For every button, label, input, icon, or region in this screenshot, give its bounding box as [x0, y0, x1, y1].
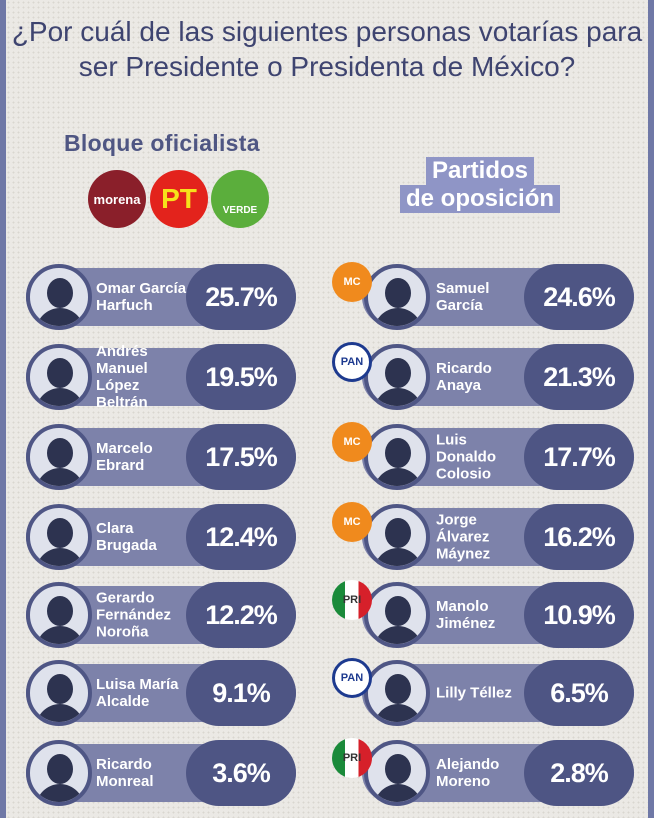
verde-logo-text: VERDE: [222, 205, 258, 216]
candidate-photo: [364, 344, 430, 410]
candidate-percentage: 2.8%: [524, 740, 634, 806]
party-logo-mc: MC: [332, 262, 372, 302]
morena-logo-text: morena: [93, 191, 141, 207]
candidate-row: Gerardo Fernández Noroña 12.2%: [26, 582, 296, 648]
candidate-row: MC Samuel García 24.6%: [332, 262, 634, 330]
party-logo-text: MC: [343, 436, 361, 448]
candidate-percentage: 25.7%: [186, 264, 296, 330]
candidate-photo: [364, 740, 430, 806]
candidate-photo: [26, 504, 92, 570]
party-logo-mc: MC: [332, 502, 372, 542]
candidate-photo: [26, 424, 92, 490]
party-logo-text: PAN: [340, 356, 364, 368]
candidate-photo: [364, 424, 430, 490]
party-logo-text: MC: [343, 516, 361, 528]
candidate-row: Andrés Manuel López Beltrán 19.5%: [26, 343, 296, 411]
candidate-name: Alejando Moreno: [436, 756, 500, 790]
party-logo-text: PAN: [340, 672, 364, 684]
candidate-photo: [364, 582, 430, 648]
candidate-row: PRI Manolo Jiménez 10.9%: [332, 580, 634, 648]
pt-logo-text: PT: [161, 183, 197, 214]
candidate-photo: [364, 264, 430, 330]
party-logo-mc: MC: [332, 422, 372, 462]
candidate-percentage: 3.6%: [186, 740, 296, 806]
candidate-name: Luis Donaldo Colosio: [436, 431, 496, 483]
candidate-row: MC Luis Donaldo Colosio 17.7%: [332, 422, 634, 490]
party-logo-text: PRI: [342, 752, 362, 764]
candidate-row: PRI Alejando Moreno 2.8%: [332, 738, 634, 806]
candidate-name: Lilly Téllez: [436, 684, 512, 702]
candidate-percentage: 17.5%: [186, 424, 296, 490]
candidate-percentage: 10.9%: [524, 582, 634, 648]
candidate-percentage: 19.5%: [186, 344, 296, 410]
party-logo-pan: PAN: [332, 342, 372, 382]
candidate-photo: [26, 264, 92, 330]
candidate-row: Ricardo Monreal 3.6%: [26, 740, 296, 806]
page-title: ¿Por cuál de las siguientes personas vot…: [11, 16, 643, 82]
party-logo-pri: PRI: [332, 738, 372, 778]
candidate-percentage: 12.2%: [186, 582, 296, 648]
right-heading-line2: de oposición: [400, 185, 561, 213]
candidate-row: PAN Lilly Téllez 6.5%: [332, 658, 634, 726]
candidate-photo: [364, 660, 430, 726]
candidate-name: Jorge Álvarez Máynez: [436, 511, 491, 563]
candidate-percentage: 9.1%: [186, 660, 296, 726]
candidate-name: Omar García Harfuch: [96, 280, 187, 314]
candidate-photo: [26, 344, 92, 410]
candidate-name: Manolo Jiménez: [436, 598, 496, 632]
candidate-row: Omar García Harfuch 25.7%: [26, 264, 296, 330]
pt-logo: PT: [150, 170, 208, 228]
candidate-percentage: 12.4%: [186, 504, 296, 570]
verde-logo: VERDE: [211, 170, 269, 228]
candidate-name: Gerardo Fernández Noroña: [96, 589, 172, 641]
candidate-photo: [364, 504, 430, 570]
candidate-photo: [26, 660, 92, 726]
candidate-name: Samuel García: [436, 280, 490, 314]
candidate-row: Luisa María Alcalde 9.1%: [26, 660, 296, 726]
party-logo-pan: PAN: [332, 658, 372, 698]
candidate-photo: [26, 740, 92, 806]
party-logo-pri: PRI: [332, 580, 372, 620]
candidate-percentage: 16.2%: [524, 504, 634, 570]
candidate-percentage: 6.5%: [524, 660, 634, 726]
left-heading: Bloque oficialista: [64, 130, 260, 156]
candidate-name: Luisa María Alcalde: [96, 676, 179, 710]
candidate-name: Ricardo Anaya: [436, 360, 492, 394]
candidate-name: Marcelo Ebrard: [96, 440, 153, 474]
candidate-percentage: 24.6%: [524, 264, 634, 330]
candidate-row: MC Jorge Álvarez Máynez 16.2%: [332, 502, 634, 570]
candidate-name: Clara Brugada: [96, 520, 157, 554]
candidate-percentage: 21.3%: [524, 344, 634, 410]
party-logo-text: PRI: [342, 594, 362, 606]
morena-logo: morena: [88, 170, 146, 228]
candidate-name: Andrés Manuel López Beltrán: [96, 343, 148, 411]
right-heading: Partidos de oposición: [400, 157, 561, 213]
party-logo-text: MC: [343, 276, 361, 288]
candidate-percentage: 17.7%: [524, 424, 634, 490]
candidate-photo: [26, 582, 92, 648]
candidate-row: Marcelo Ebrard 17.5%: [26, 424, 296, 490]
right-heading-line1: Partidos: [425, 157, 535, 185]
candidate-row: Clara Brugada 12.4%: [26, 504, 296, 570]
candidate-name: Ricardo Monreal: [96, 756, 154, 790]
candidate-row: PAN Ricardo Anaya 21.3%: [332, 342, 634, 410]
